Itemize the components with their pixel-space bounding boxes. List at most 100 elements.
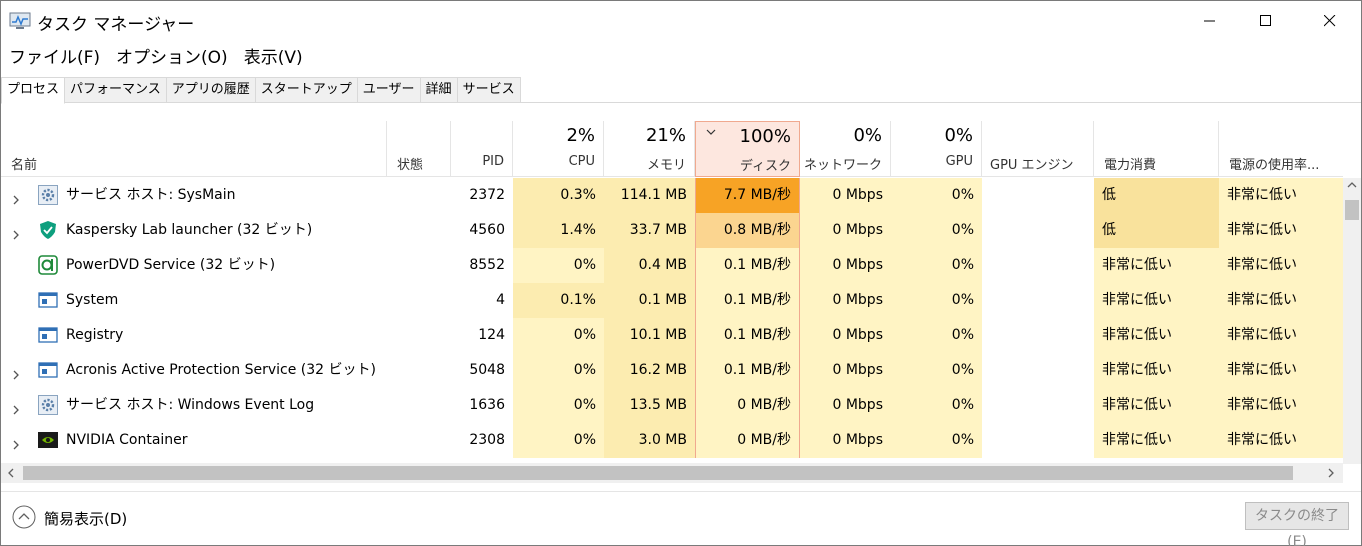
- process-name: サービス ホスト: SysMain: [66, 187, 236, 203]
- simple-view-link[interactable]: 簡易表示(D): [44, 510, 128, 528]
- cell-memory: 114.1 MB: [604, 178, 695, 213]
- gear-icon: [38, 395, 58, 415]
- tab-details[interactable]: 詳細: [419, 77, 458, 102]
- column-header-power-trend[interactable]: 電源の使用率...: [1229, 158, 1320, 173]
- tab-services[interactable]: サービス: [456, 77, 521, 102]
- vertical-scroll-thumb[interactable]: [1345, 200, 1359, 220]
- close-button[interactable]: [1301, 1, 1359, 41]
- cell-cpu: 0%: [513, 353, 604, 388]
- scroll-right-arrow-icon[interactable]: [1327, 468, 1335, 481]
- footer: 簡易表示(D) タスクの終了(E): [1, 491, 1361, 546]
- cell-power: 非常に低い: [1094, 248, 1219, 283]
- column-header-cpu[interactable]: 2% CPU: [513, 121, 604, 177]
- expand-chevron-icon[interactable]: [11, 225, 21, 240]
- cell-pid: 2308: [451, 423, 513, 458]
- cell-power: 低: [1094, 178, 1219, 213]
- cell-gpu-engine: [982, 248, 1094, 283]
- tab-startup[interactable]: スタートアップ: [254, 77, 358, 102]
- table-row[interactable]: NVIDIA Container 2308 0% 3.0 MB 0 MB/秒 0 Mbps…: [1, 423, 1343, 458]
- cell-gpu-engine: [982, 423, 1094, 458]
- scroll-left-arrow-icon[interactable]: [7, 468, 15, 481]
- column-header-gpu[interactable]: 0% GPU: [891, 121, 982, 177]
- tab-performance[interactable]: パフォーマンス: [64, 77, 167, 102]
- column-header-disk[interactable]: 100% ディスク: [695, 121, 800, 177]
- cell-cpu: 0.3%: [513, 178, 604, 213]
- cell-network: 0 Mbps: [800, 353, 891, 388]
- minimize-button[interactable]: [1181, 1, 1239, 41]
- cell-power-trend: 非常に低い: [1219, 283, 1343, 318]
- maximize-button[interactable]: [1237, 1, 1295, 41]
- cell-pid: 8552: [451, 248, 513, 283]
- table-row[interactable]: Acronis Active Protection Service (32 ビッ…: [1, 353, 1343, 388]
- cell-disk: 0.8 MB/秒: [695, 213, 800, 248]
- title-bar: タスク マネージャー: [1, 1, 1361, 41]
- tab-processes[interactable]: プロセス: [1, 77, 66, 104]
- minimize-icon: [1204, 20, 1215, 22]
- cell-power: 非常に低い: [1094, 388, 1219, 423]
- expand-chevron-icon[interactable]: [11, 365, 21, 380]
- cell-power-trend: 非常に低い: [1219, 423, 1343, 458]
- process-name: サービス ホスト: Windows Event Log: [66, 397, 315, 413]
- cell-gpu-engine: [982, 318, 1094, 353]
- vertical-scrollbar[interactable]: [1343, 178, 1361, 464]
- table-row[interactable]: サービス ホスト: SysMain 2372 0.3% 114.1 MB 7.7 MB/…: [1, 178, 1343, 213]
- cell-cpu: 0%: [513, 423, 604, 458]
- column-header-name[interactable]: 名前: [1, 121, 387, 177]
- cell-disk: 0.1 MB/秒: [695, 318, 800, 353]
- gear-icon: [38, 185, 58, 205]
- end-task-button[interactable]: タスクの終了(E): [1245, 502, 1349, 546]
- cell-gpu: 0%: [891, 248, 982, 283]
- cell-power: 低: [1094, 213, 1219, 248]
- menu-view[interactable]: 表示(V): [243, 48, 303, 68]
- cell-power: 非常に低い: [1094, 318, 1219, 353]
- cell-power-trend: 非常に低い: [1219, 213, 1343, 248]
- column-header-network[interactable]: 0% ネットワーク: [800, 121, 891, 177]
- task-manager-icon: [9, 12, 31, 29]
- column-header-power[interactable]: 電力消費: [1094, 121, 1219, 177]
- cell-pid: 4: [451, 283, 513, 318]
- window-icon: [38, 325, 58, 345]
- table-row[interactable]: Registry 124 0% 10.1 MB 0.1 MB/秒 0 Mbps 0% 非常に低…: [1, 318, 1343, 353]
- expand-chevron-icon[interactable]: [11, 435, 21, 450]
- table-row[interactable]: サービス ホスト: Windows Event Log 1636 0% 13.5 MB…: [1, 388, 1343, 423]
- scroll-up-arrow-icon[interactable]: [1347, 181, 1357, 192]
- tab-users[interactable]: ユーザー: [356, 77, 421, 102]
- cell-memory: 33.7 MB: [604, 213, 695, 248]
- horizontal-scrollbar[interactable]: [1, 463, 1343, 483]
- column-header-status[interactable]: 状態: [387, 121, 451, 177]
- sort-descending-icon: [706, 129, 716, 135]
- cell-gpu: 0%: [891, 423, 982, 458]
- column-header-pid[interactable]: PID: [451, 121, 513, 177]
- tab-app-history[interactable]: アプリの履歴: [165, 77, 256, 102]
- expand-chevron-icon[interactable]: [11, 400, 21, 415]
- cell-power: 非常に低い: [1094, 283, 1219, 318]
- table-row[interactable]: PowerDVD Service (32 ビット) 8552 0% 0.4 MB 0.1…: [1, 248, 1343, 283]
- process-table: 名前 状態 PID 2% CPU 21% メモリ 100% ディスク: [1, 121, 1343, 463]
- cell-gpu-engine: [982, 388, 1094, 423]
- cell-cpu: 0%: [513, 388, 604, 423]
- cell-memory: 10.1 MB: [604, 318, 695, 353]
- menu-file[interactable]: ファイル(F): [9, 48, 101, 68]
- cell-network: 0 Mbps: [800, 178, 891, 213]
- expand-chevron-icon[interactable]: [11, 190, 21, 205]
- cell-gpu-engine: [982, 178, 1094, 213]
- cell-network: 0 Mbps: [800, 213, 891, 248]
- horizontal-scroll-thumb[interactable]: [23, 466, 1293, 480]
- table-row[interactable]: System 4 0.1% 0.1 MB 0.1 MB/秒 0 Mbps 0% 非常に低い 非常…: [1, 283, 1343, 318]
- column-header-gpu-engine[interactable]: GPU エンジン: [982, 121, 1094, 177]
- cell-network: 0 Mbps: [800, 248, 891, 283]
- cell-pid: 5048: [451, 353, 513, 388]
- cell-gpu-engine: [982, 353, 1094, 388]
- cell-memory: 0.1 MB: [604, 283, 695, 318]
- cell-gpu: 0%: [891, 353, 982, 388]
- close-icon: [1324, 15, 1336, 27]
- process-name: Registry: [66, 327, 124, 343]
- menu-options[interactable]: オプション(O): [116, 48, 228, 68]
- cell-gpu: 0%: [891, 388, 982, 423]
- collapse-chevron-icon[interactable]: [12, 505, 36, 529]
- table-row[interactable]: Kaspersky Lab launcher (32 ビット) 4560 1.4% 3…: [1, 213, 1343, 248]
- cell-disk: 0 MB/秒: [695, 388, 800, 423]
- column-header-memory[interactable]: 21% メモリ: [604, 121, 695, 177]
- cell-disk: 0 MB/秒: [695, 423, 800, 458]
